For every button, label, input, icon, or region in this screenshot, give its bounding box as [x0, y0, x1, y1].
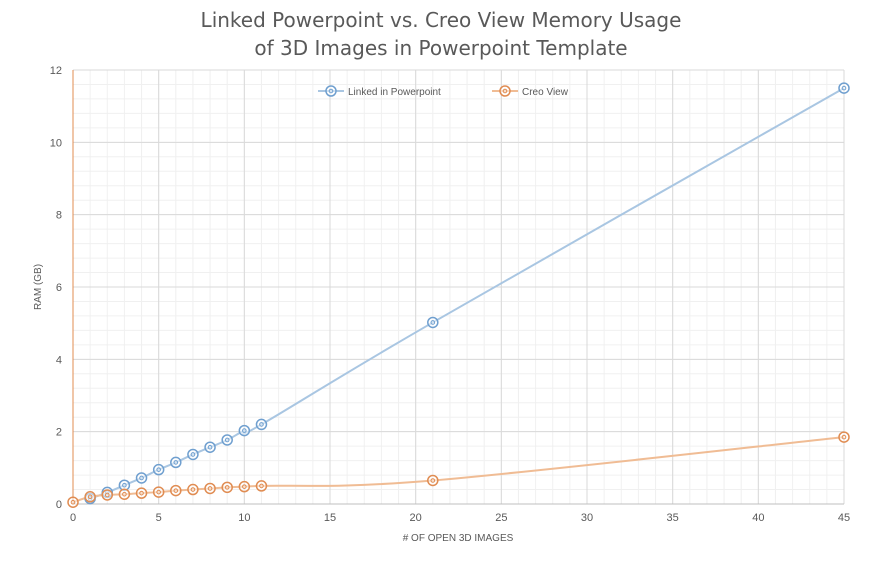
data-point-creo-view	[118, 488, 131, 500]
data-point-creo-view	[101, 489, 114, 501]
data-point-creo-view	[187, 483, 199, 496]
x-tick-label: 20	[410, 512, 422, 524]
y-axis-label: RAM (GB)	[33, 264, 44, 310]
x-tick-label: 10	[238, 512, 250, 524]
legend-label-creo-view: Creo View	[522, 87, 569, 98]
x-tick-label: 25	[495, 512, 507, 524]
x-tick-label: 40	[752, 512, 764, 524]
x-tick-label: 5	[156, 512, 162, 524]
x-tick-label: 30	[581, 512, 593, 524]
data-point-creo-view	[67, 496, 79, 508]
y-tick-label: 10	[50, 137, 62, 149]
data-point-linked-in-powerpoint	[427, 316, 439, 329]
data-point-creo-view	[238, 480, 251, 493]
data-point-creo-view	[84, 491, 96, 503]
x-tick-label: 35	[667, 512, 679, 524]
data-point-linked-in-powerpoint	[118, 479, 131, 491]
data-point-linked-in-powerpoint	[135, 472, 148, 484]
data-point-creo-view	[152, 486, 165, 498]
x-axis-label: # OF OPEN 3D IMAGES	[403, 533, 514, 544]
data-point-linked-in-powerpoint	[187, 448, 199, 461]
series-line-creo-view	[72, 436, 845, 504]
data-point-linked-in-powerpoint	[255, 418, 268, 431]
data-point-creo-view	[135, 487, 148, 499]
y-tick-label: 2	[56, 427, 62, 439]
y-tick-label: 12	[50, 65, 62, 77]
legend-item-linked-in-powerpoint: Linked in Powerpoint	[318, 85, 441, 98]
data-point-creo-view	[427, 474, 439, 487]
y-tick-label: 0	[56, 499, 62, 511]
y-tick-label: 8	[56, 210, 62, 222]
data-point-linked-in-powerpoint	[152, 463, 165, 476]
data-point-linked-in-powerpoint	[238, 424, 251, 437]
data-point-linked-in-powerpoint	[221, 434, 233, 446]
data-point-creo-view	[255, 480, 268, 492]
data-point-creo-view	[170, 484, 182, 497]
legend-label-linked-in-powerpoint: Linked in Powerpoint	[348, 87, 441, 98]
data-point-creo-view	[204, 482, 216, 495]
chart-title-line-2: of 3D Images in Powerpoint Template	[254, 36, 628, 60]
chart-title-line-1: Linked Powerpoint vs. Creo View Memory U…	[200, 8, 682, 32]
data-point-linked-in-powerpoint	[204, 441, 216, 453]
data-point-creo-view	[838, 431, 850, 443]
legend-marker-linked-in-powerpoint	[325, 85, 337, 97]
y-tick-label: 6	[56, 282, 62, 294]
y-tick-label: 4	[56, 354, 62, 366]
legend-marker-creo-view	[499, 85, 511, 97]
data-point-linked-in-powerpoint	[838, 82, 850, 94]
x-tick-label: 15	[324, 512, 336, 524]
data-point-linked-in-powerpoint	[170, 456, 182, 469]
legend-item-creo-view: Creo View	[492, 85, 569, 98]
x-tick-label: 45	[838, 512, 850, 524]
data-point-creo-view	[221, 481, 233, 494]
x-tick-label: 0	[70, 512, 76, 524]
